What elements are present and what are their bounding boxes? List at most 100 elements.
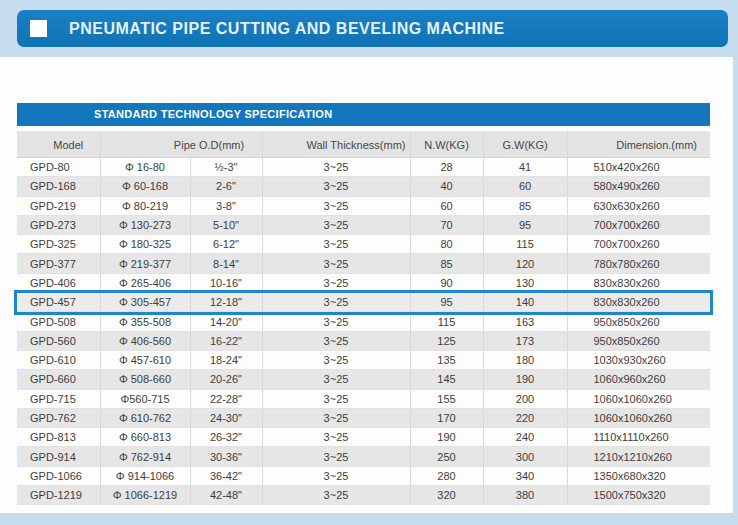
table-row: GPD-813Φ 660-81326-32"3~251902401110x111…: [17, 428, 710, 447]
cell-dimension: 950x850x260: [567, 312, 710, 331]
cell-gross-weight: 41: [483, 158, 567, 177]
cell-net-weight: 28: [410, 158, 483, 177]
cell-pipe-od-mm: Φ 60-168: [100, 177, 190, 196]
cell-wall-thickness: 3~25: [262, 158, 410, 177]
column-header-dimension: Dimension.(mm): [567, 132, 710, 158]
cell-net-weight: 170: [410, 408, 483, 427]
cell-model: GPD-560: [17, 331, 100, 350]
table-row: GPD-168Φ 60-1682-6"3~254060580x490x260: [17, 177, 710, 196]
cell-net-weight: 250: [410, 447, 483, 466]
column-header-gross-weight: G.W(KG): [483, 132, 567, 158]
cell-net-weight: 115: [410, 312, 483, 331]
cell-wall-thickness: 3~25: [262, 273, 410, 292]
cell-wall-thickness: 3~25: [262, 196, 410, 215]
cell-dimension: 1060x1060x260: [567, 408, 710, 427]
cell-model: GPD-377: [17, 254, 100, 273]
cell-gross-weight: 173: [483, 331, 567, 350]
table-row: GPD-715Φ560-71522-28"3~251552001060x1060…: [17, 389, 710, 408]
cell-pipe-od-inch: 36-42": [190, 466, 262, 485]
cell-wall-thickness: 3~25: [262, 177, 410, 196]
cell-gross-weight: 130: [483, 273, 567, 292]
cell-pipe-od-inch: 42-48": [190, 486, 262, 505]
cell-dimension: 780x780x260: [567, 254, 710, 273]
page: PNEUMATIC PIPE CUTTING AND BEVELING MACH…: [0, 0, 738, 525]
cell-pipe-od-inch: 6-12": [190, 235, 262, 254]
cell-model: GPD-80: [17, 158, 100, 177]
column-header-wall-thickness: Wall Thickness(mm): [262, 132, 410, 158]
cell-pipe-od-mm: Φ 130-273: [100, 215, 190, 234]
cell-gross-weight: 180: [483, 350, 567, 369]
table-row: GPD-325Φ 180-3256-12"3~2580115700x700x26…: [17, 235, 710, 254]
cell-net-weight: 40: [410, 177, 483, 196]
cell-dimension: 830x830x260: [567, 273, 710, 292]
cell-pipe-od-mm: Φ 660-813: [100, 428, 190, 447]
cell-dimension: 1500x750x320: [567, 486, 710, 505]
cell-gross-weight: 380: [483, 486, 567, 505]
cell-model: GPD-610: [17, 350, 100, 369]
cell-net-weight: 60: [410, 196, 483, 215]
cell-wall-thickness: 3~25: [262, 350, 410, 369]
cell-pipe-od-inch: 10-16": [190, 273, 262, 292]
cell-pipe-od-inch: ½-3": [190, 158, 262, 177]
cell-net-weight: 320: [410, 486, 483, 505]
title-bar: PNEUMATIC PIPE CUTTING AND BEVELING MACH…: [17, 10, 728, 47]
table-row: GPD-80Φ 16-80½-3"3~252841510x420x260: [17, 158, 710, 177]
cell-wall-thickness: 3~25: [262, 389, 410, 408]
cell-dimension: 830x830x260: [567, 293, 710, 312]
table-row: GPD-219Φ 80-2193-8"3~256085630x630x260: [17, 196, 710, 215]
cell-pipe-od-inch: 3-8": [190, 196, 262, 215]
cell-model: GPD-273: [17, 215, 100, 234]
cell-pipe-od-inch: 30-36": [190, 447, 262, 466]
table-body: GPD-80Φ 16-80½-3"3~252841510x420x260GPD-…: [17, 158, 710, 505]
cell-model: GPD-457: [17, 293, 100, 312]
cell-pipe-od-mm: Φ 16-80: [100, 158, 190, 177]
table-row-highlighted: GPD-457Φ 305-45712-18"3~2595140830x830x2…: [17, 293, 710, 312]
cell-pipe-od-mm: Φ 610-762: [100, 408, 190, 427]
cell-pipe-od-mm: Φ 265-406: [100, 273, 190, 292]
cell-pipe-od-inch: 22-28": [190, 389, 262, 408]
cell-dimension: 1060x1060x260: [567, 389, 710, 408]
cell-pipe-od-mm: Φ 762-914: [100, 447, 190, 466]
table-row: GPD-610Φ 457-61018-24"3~251351801030x930…: [17, 350, 710, 369]
cell-wall-thickness: 3~25: [262, 408, 410, 427]
cell-pipe-od-mm: Φ 1066-1219: [100, 486, 190, 505]
table-header: Model Pipe O.D(mm) Wall Thickness(mm) N.…: [17, 132, 710, 158]
cell-wall-thickness: 3~25: [262, 293, 410, 312]
cell-wall-thickness: 3~25: [262, 486, 410, 505]
cell-gross-weight: 60: [483, 177, 567, 196]
bullet-square-icon: [30, 20, 47, 37]
cell-wall-thickness: 3~25: [262, 254, 410, 273]
cell-pipe-od-inch: 24-30": [190, 408, 262, 427]
section-title: STANDARD TECHNOLOGY SPECIFICATION: [94, 108, 332, 120]
cell-pipe-od-mm: Φ 80-219: [100, 196, 190, 215]
cell-wall-thickness: 3~25: [262, 215, 410, 234]
cell-dimension: 1060x960x260: [567, 370, 710, 389]
cell-wall-thickness: 3~25: [262, 447, 410, 466]
header-row: Model Pipe O.D(mm) Wall Thickness(mm) N.…: [17, 132, 710, 158]
table-row: GPD-508Φ 355-50814-20"3~25115163950x850x…: [17, 312, 710, 331]
cell-pipe-od-mm: Φ 305-457: [100, 293, 190, 312]
table-row: GPD-762Φ 610-76224-30"3~251702201060x106…: [17, 408, 710, 427]
cell-model: GPD-406: [17, 273, 100, 292]
cell-gross-weight: 115: [483, 235, 567, 254]
cell-gross-weight: 163: [483, 312, 567, 331]
cell-gross-weight: 190: [483, 370, 567, 389]
cell-pipe-od-mm: Φ 355-508: [100, 312, 190, 331]
cell-pipe-od-inch: 18-24": [190, 350, 262, 369]
cell-dimension: 1210x1210x260: [567, 447, 710, 466]
cell-model: GPD-219: [17, 196, 100, 215]
cell-pipe-od-mm: Φ 406-560: [100, 331, 190, 350]
cell-model: GPD-715: [17, 389, 100, 408]
spec-table: Model Pipe O.D(mm) Wall Thickness(mm) N.…: [17, 131, 710, 505]
cell-wall-thickness: 3~25: [262, 370, 410, 389]
cell-gross-weight: 95: [483, 215, 567, 234]
cell-net-weight: 155: [410, 389, 483, 408]
cell-pipe-od-inch: 14-20": [190, 312, 262, 331]
cell-dimension: 700x700x260: [567, 215, 710, 234]
cell-wall-thickness: 3~25: [262, 235, 410, 254]
cell-net-weight: 85: [410, 254, 483, 273]
cell-dimension: 950x850x260: [567, 331, 710, 350]
cell-pipe-od-mm: Φ 457-610: [100, 350, 190, 369]
cell-pipe-od-inch: 26-32": [190, 428, 262, 447]
table-row: GPD-273Φ 130-2735-10"3~257095700x700x260: [17, 215, 710, 234]
